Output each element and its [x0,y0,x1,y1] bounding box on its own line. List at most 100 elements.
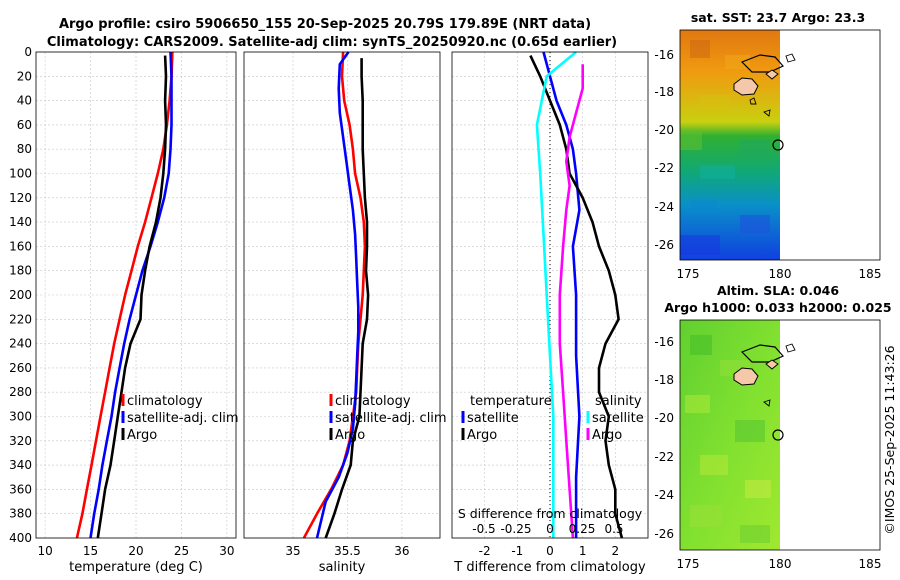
figure-title-line2: Climatology: CARS2009. Satellite-adj cli… [47,35,617,50]
sla-island-vanua-levu [740,344,784,363]
salinity-legend-label: satellite-adj. clim [335,411,447,426]
sla-island-small-3 [763,399,771,407]
imos-timestamp: ©IMOS 25-Sep-2025 11:43:26 [882,345,897,534]
temperature-x-tick-label: 25 [174,544,189,558]
sla-x-tick-0: 175 [677,557,700,571]
temperature-legend-label: climatology [127,394,203,409]
temperature-x-tick-label: 20 [128,544,143,558]
temperature-x-tick-label: 10 [37,544,52,558]
sst-x-tick-0: 175 [677,267,700,281]
sla-map-panel: Altim. SLA: 0.046 Argo h1000: 0.033 h200… [654,283,891,571]
depth-tick-label: 240 [9,337,32,351]
sla-map-title-2: Argo h1000: 0.033 h2000: 0.025 [664,300,891,315]
temperature-x-tick-label: 15 [83,544,98,558]
difference-x-tick-label: 0 [546,544,554,558]
island-small-2 [785,53,796,63]
difference-x-tick-label: -2 [479,544,491,558]
temperature-x-tick-label: 30 [219,544,234,558]
depth-tick-label: 180 [9,264,32,278]
sst-texture [680,40,770,255]
temperature-legend-label: satellite-adj. clim [127,411,239,426]
sst-map-panel: sat. SST: 23.7 Argo: 23.3 175 180 185 -1… [654,10,881,281]
sla-y-tick-4: -24 [654,488,674,502]
difference-series-s-argo [558,64,585,539]
difference-salinity-tick-label: -0.25 [500,522,531,536]
temperature-panel: 0 20 40 60 80 100 120 140 160 180 200 220 240 260 280 3… [9,45,239,575]
depth-tick-label: 220 [9,312,32,326]
island-viti-levu [733,77,759,96]
figure-title-line1: Argo profile: csiro 5906650_155 20-Sep-2… [59,17,591,32]
difference-salinity-tick-label: -0.5 [472,522,495,536]
difference-x-tick-label: 2 [612,544,620,558]
difference-x-axis-title: T difference from climatology [453,560,646,575]
sst-float-marker [772,139,784,151]
temperature-series-argo [96,55,168,539]
sla-island-small-1 [765,359,779,370]
sst-y-tick-2: -20 [654,123,674,137]
island-small-1 [765,69,779,80]
sla-float-marker [772,429,784,441]
sst-x-tick-2: 185 [859,267,882,281]
difference-panel: -2 -1 0 1 2 T difference from climatology S di… [451,50,649,575]
sla-no-data-area [780,320,880,550]
sst-y-tick-3: -22 [654,161,674,175]
depth-tick-label: 160 [9,239,32,253]
depth-tick-label: 360 [9,482,32,496]
depth-tick-label: 320 [9,434,32,448]
difference-salinity-legend-label: Argo [592,428,622,443]
difference-series-t-argo [529,55,624,539]
sla-x-tick-1: 180 [769,557,792,571]
depth-tick-label: 380 [9,507,32,521]
difference-temperature-legend-label: Argo [467,428,497,443]
depth-tick-label: 0 [24,45,32,59]
salinity-frame [243,51,441,539]
salinity-x-tick-label: 35.5 [334,544,361,558]
depth-tick-label: 340 [9,458,32,472]
depth-tick-label: 100 [9,167,32,181]
difference-temperature-legend-label: satellite [467,411,519,426]
salinity-x-axis-title: salinity [319,560,366,575]
sla-y-tick-2: -20 [654,411,674,425]
difference-x-tick-label: 1 [579,544,587,558]
depth-tick-label: 260 [9,361,32,375]
sla-y-tick-1: -18 [654,373,674,387]
depth-tick-label: 40 [17,94,32,108]
difference-series-t-satellite [542,51,581,538]
island-vanua-levu [740,54,784,73]
depth-tick-label: 280 [9,385,32,399]
difference-salinity-tick-label: 0.25 [569,522,596,536]
sst-y-tick-0: -16 [654,48,674,62]
depth-tick-label: 120 [9,191,32,205]
temperature-frame [35,51,237,539]
sst-y-tick-4: -24 [654,200,674,214]
sla-y-tick-3: -22 [654,450,674,464]
salinity-legend-label: climatology [335,394,411,409]
sla-map-frame [679,319,881,551]
sla-y-tick-0: -16 [654,335,674,349]
sla-island-small-2 [785,343,796,353]
difference-x-tick-label: -1 [511,544,523,558]
difference-salinity-tick-label: 0.5 [604,522,623,536]
depth-tick-label: 300 [9,410,32,424]
sla-x-tick-2: 185 [859,557,882,571]
sst-map-frame [679,29,881,261]
sst-x-tick-1: 180 [769,267,792,281]
depth-tick-label: 140 [9,215,32,229]
depth-tick-label: 200 [9,288,32,302]
temperature-legend-label: Argo [127,428,157,443]
temperature-x-axis-title: temperature (deg C) [69,560,203,575]
difference-salinity-legend-label: satellite [592,411,644,426]
depth-tick-label: 80 [17,142,32,156]
difference-series-s-satellite [535,50,577,538]
salinity-x-tick-label: 36 [394,544,409,558]
difference-legend-title-salinity: salinity [595,394,642,409]
sla-y-tick-5: -26 [654,527,674,541]
depth-tick-label: 20 [17,69,32,83]
depth-tick-label: 60 [17,118,32,132]
difference-salinity-tick-label: 0 [546,522,554,536]
sst-no-data-area [780,30,880,260]
sst-map-title: sat. SST: 23.7 Argo: 23.3 [691,10,865,25]
salinity-panel: 35 35.5 36 salinity climatology satellite-adj… [243,51,447,575]
